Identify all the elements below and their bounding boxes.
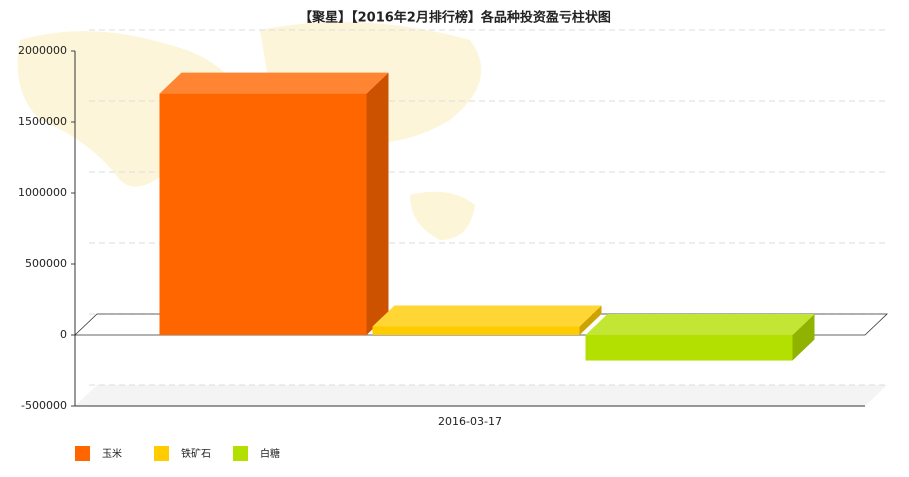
bar-side	[579, 305, 602, 335]
bar-top	[585, 314, 815, 335]
bar	[372, 305, 602, 335]
legend-label: 白糖	[260, 447, 280, 460]
floor	[75, 385, 887, 406]
bar-front	[159, 93, 367, 335]
y-tick-label: 500000	[25, 257, 67, 270]
y-tick-label: 0	[60, 328, 67, 341]
bar	[585, 314, 815, 361]
bar-front	[585, 335, 793, 361]
x-tick-label: 2016-03-17	[438, 415, 502, 428]
y-tick-label: 1500000	[18, 115, 67, 128]
chart-title: 【聚星】【2016年2月排行榜】各品种投资盈亏柱状图	[299, 10, 611, 26]
legend-label: 玉米	[102, 447, 122, 460]
bar-top	[159, 72, 389, 94]
legend-label: 铁矿石	[181, 447, 211, 460]
bar-side	[366, 72, 389, 335]
legend-swatch	[233, 446, 248, 461]
y-tick-label: 2000000	[18, 44, 67, 57]
bar-top	[372, 305, 602, 327]
legend-swatch	[154, 446, 169, 461]
bar-front	[372, 326, 580, 335]
y-tick-label: -500000	[21, 399, 67, 412]
bar-side	[792, 314, 815, 361]
bar	[159, 72, 389, 335]
legend-swatch	[75, 446, 90, 461]
y-tick-label: 1000000	[18, 186, 67, 199]
